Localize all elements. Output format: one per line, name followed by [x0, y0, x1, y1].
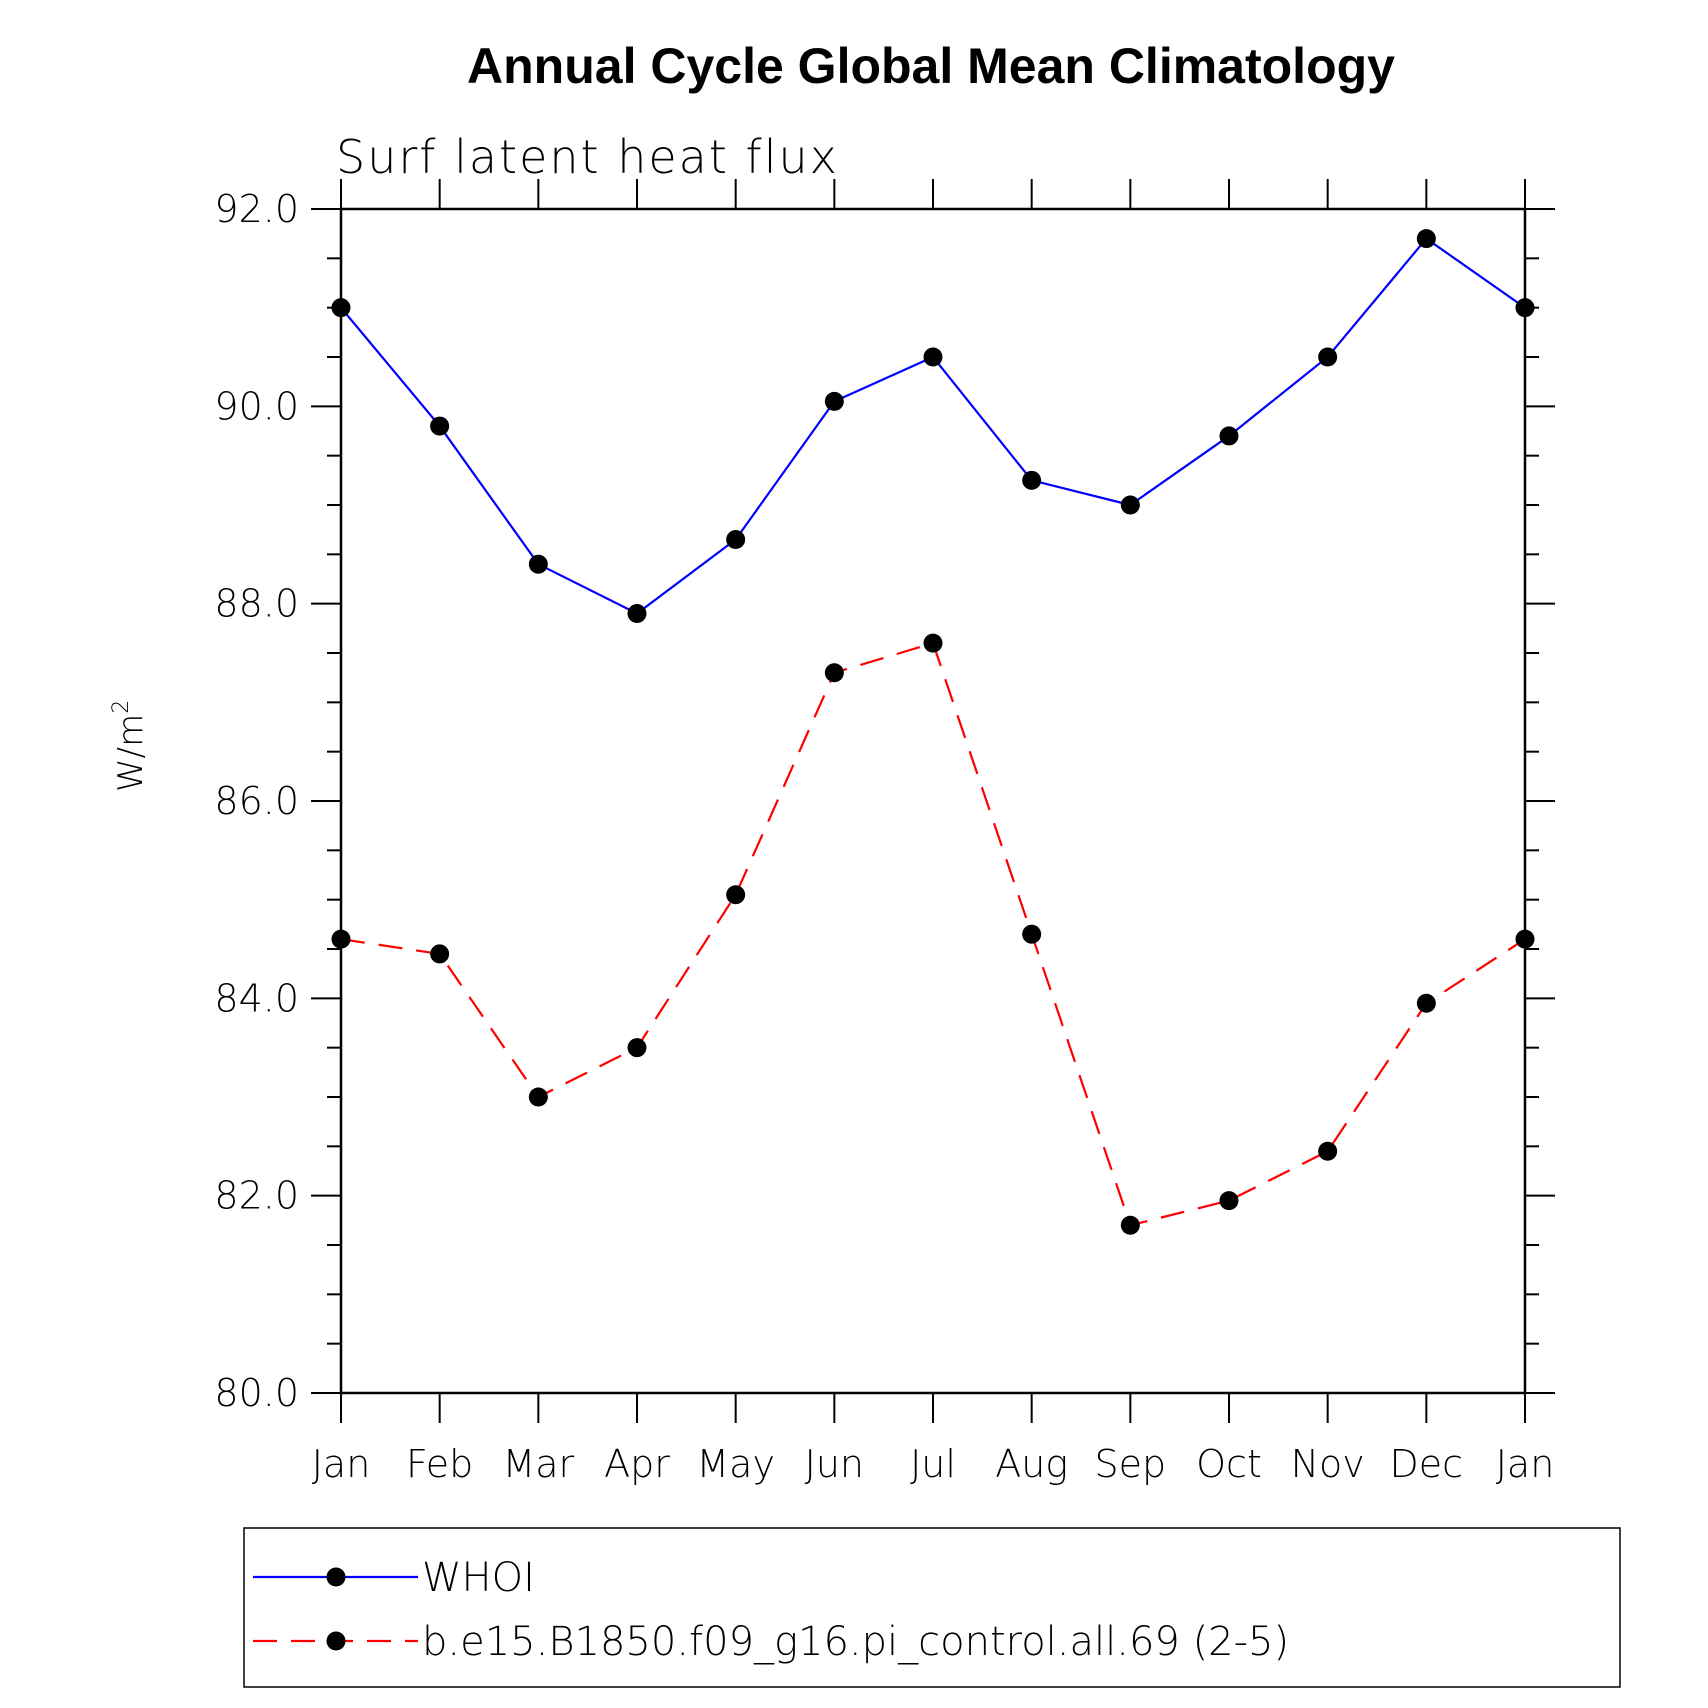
series-1-point [1318, 1141, 1338, 1161]
x-tick-label: Jun [805, 1442, 864, 1486]
y-tick-label: 84.0 [214, 976, 299, 1020]
series-0-point [528, 554, 548, 574]
x-tick-label: Oct [1196, 1442, 1262, 1486]
series-0-point [824, 391, 844, 411]
series-1-point [430, 944, 450, 964]
series-0-point [331, 298, 351, 318]
series-0-point [726, 530, 746, 550]
series-1-point [1416, 993, 1436, 1013]
x-tick-label: Jan [312, 1442, 371, 1486]
x-tick-label: Dec [1390, 1442, 1464, 1486]
y-axis-label-sup: 2 [109, 700, 134, 714]
series-1-point [923, 633, 943, 653]
series-1-point [528, 1087, 548, 1107]
series-line-0 [340, 237, 1526, 615]
series-0-point [1515, 298, 1535, 318]
y-tick-label: 80.0 [214, 1371, 299, 1415]
series-0-point [923, 347, 943, 367]
y-tick-label: 90.0 [214, 384, 299, 428]
series-0-point [430, 416, 450, 436]
y-tick-label: 86.0 [214, 779, 299, 823]
series-1-point [1515, 929, 1535, 949]
series-1-point [824, 663, 844, 683]
y-tick-label: 92.0 [214, 187, 299, 231]
series-0-point [1120, 495, 1140, 515]
x-tick-label: Apr [604, 1442, 670, 1486]
legend-label-1: b.e15.B1850.f09_g16.pi_control.all.69 (2… [422, 1619, 1289, 1665]
y-tick-label: 82.0 [214, 1174, 299, 1218]
legend-marker-1 [326, 1631, 346, 1651]
y-tick-label: 88.0 [214, 582, 299, 626]
x-tick-label: Feb [406, 1442, 473, 1486]
series-0-point [1416, 229, 1436, 249]
chart-title: Annual Cycle Global Mean Climatology [467, 38, 1395, 94]
series-line-1 [340, 641, 1526, 1227]
legend-label-0: WHOI [422, 1555, 535, 1601]
legend: WHOI b.e15.B1850.f09_g16.pi_control.all.6… [243, 1527, 1621, 1688]
chart-subtitle: Surf latent heat flux [336, 130, 839, 184]
series-layer [331, 229, 1535, 1235]
legend-box [243, 1527, 1621, 1688]
series-0-point [1219, 426, 1239, 446]
x-tick-label: Mar [502, 1442, 574, 1486]
series-0-point [1022, 470, 1042, 490]
x-tick-label: Jul [910, 1442, 956, 1486]
plot-frame [339, 207, 1527, 1395]
series-1-point [331, 929, 351, 949]
series-1-point [1219, 1191, 1239, 1211]
legend-marker-0 [326, 1567, 346, 1587]
axes: 80.0 82.0 84.0 86.0 88.0 90.0 92.0 Jan Feb Mar Apr… [214, 179, 1555, 1486]
x-tick-label: Sep [1095, 1442, 1167, 1486]
series-1-point [627, 1038, 647, 1058]
series-0-point [1318, 347, 1338, 367]
x-tick-label: May [696, 1442, 775, 1486]
series-0-point [627, 604, 647, 624]
x-tick-label: Aug [995, 1442, 1068, 1486]
series-1-point [1120, 1215, 1140, 1235]
y-axis-label: W/m2 [109, 700, 151, 792]
series-1-point [1022, 924, 1042, 944]
series-1-point [726, 885, 746, 905]
y-axis-label-main: W/m [111, 714, 151, 792]
x-tick-label: Jan [1496, 1442, 1555, 1486]
x-tick-label: Nov [1291, 1442, 1365, 1486]
